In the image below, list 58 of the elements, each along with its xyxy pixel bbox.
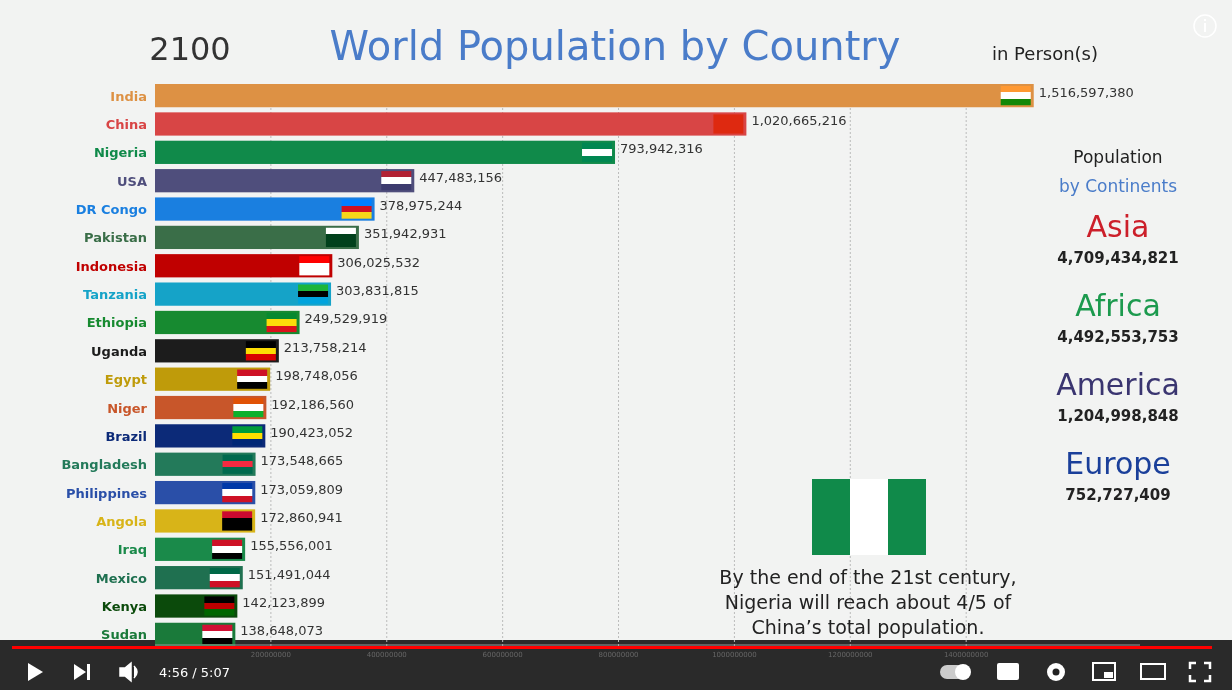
data-label: 213,758,214: [283, 339, 367, 355]
data-label: 378,975,244: [379, 198, 463, 214]
data-label: 151,491,044: [247, 566, 331, 582]
data-label: 198,748,056: [275, 368, 358, 384]
y-tick-label: Uganda: [91, 343, 147, 359]
data-label: 447,483,156: [419, 169, 502, 185]
data-label: 172,860,941: [260, 509, 343, 525]
y-tick-label: Brazil: [105, 428, 147, 444]
y-tick-label: Indonesia: [75, 258, 147, 274]
text: in Person(s): [991, 43, 1099, 64]
data-label: 303,831,815: [336, 283, 419, 299]
text: 2100: [149, 30, 231, 68]
annotation: By the end of the 21st century, Nigeria will reach about 4/5 of China’s total population.: [719, 566, 1017, 638]
y-tick-label: Philippines: [65, 485, 148, 501]
bar: [155, 169, 415, 193]
annotation: 1,204,998,848: [1057, 407, 1179, 425]
annotation: 752,727,409: [1065, 486, 1171, 504]
y-tick-label: Bangladesh: [61, 457, 147, 473]
data-label: 138,648,073: [240, 623, 324, 639]
y-tick-label: USA: [117, 173, 147, 189]
data-label: 351,942,931: [363, 226, 447, 242]
y-tick-label: India: [110, 88, 147, 104]
annotation: 4,709,434,821: [1057, 249, 1179, 267]
text: 4:56 / 5:07: [159, 665, 231, 680]
bar: [155, 112, 747, 136]
annotation: 4,492,553,753: [1057, 328, 1179, 346]
y-tick-label: Angola: [96, 513, 147, 529]
y-tick-label: Tanzania: [82, 287, 147, 303]
text: Population by Continents: [1058, 147, 1178, 196]
category-label: Asia: [1086, 209, 1150, 244]
y-tick-label: DR Congo: [75, 202, 148, 218]
y-tick-label: Sudan: [101, 627, 147, 643]
data-label: 1,516,597,380: [1038, 84, 1134, 100]
data-label: 306,025,532: [337, 254, 421, 270]
category-label: America: [1056, 367, 1180, 402]
bar: [155, 140, 616, 164]
y-tick-label: Mexico: [95, 570, 148, 586]
data-label: 173,059,809: [260, 481, 343, 497]
y-tick-label: Egypt: [104, 372, 147, 388]
data-label: 155,556,001: [250, 538, 333, 554]
data-label: 190,423,052: [270, 424, 354, 440]
bar: [155, 84, 1034, 108]
y-tick-label: Nigeria: [93, 145, 147, 161]
y-tick-label: Kenya: [101, 599, 147, 615]
y-tick-label: Niger: [107, 400, 148, 416]
y-tick-label: Ethiopia: [86, 315, 147, 331]
chart-title: World Population by Country: [329, 23, 901, 69]
data-label: 249,529,919: [304, 311, 388, 327]
data-label: 793,942,316: [620, 141, 703, 157]
data-label: 173,548,665: [260, 453, 344, 469]
category-label: Africa: [1075, 288, 1161, 323]
data-label: 192,186,560: [271, 396, 355, 412]
data-label: 1,020,665,216: [751, 112, 847, 128]
y-tick-label: Pakistan: [83, 230, 147, 246]
category-label: Europe: [1065, 446, 1171, 481]
y-tick-label: Iraq: [117, 542, 147, 558]
data-label: 142,123,899: [242, 595, 326, 611]
y-tick-label: China: [105, 116, 147, 132]
